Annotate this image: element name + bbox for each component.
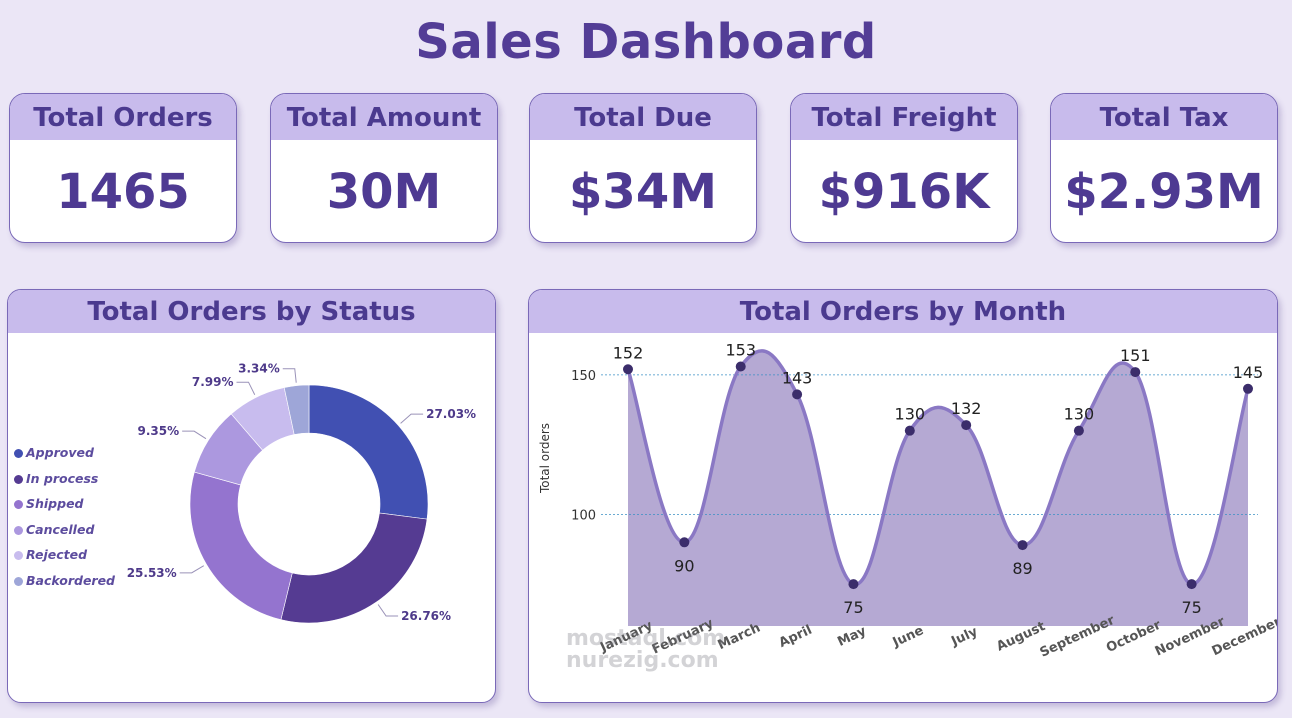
data-point-august[interactable]	[1017, 540, 1028, 551]
data-point-january[interactable]	[623, 364, 633, 375]
y-tick-label: 150	[571, 369, 596, 384]
donut-slice-shipped[interactable]	[189, 471, 293, 621]
legend-label: Backordered	[26, 572, 116, 588]
legend-dot-icon	[14, 576, 23, 586]
status-chart-panel: Total Orders by Status Approved In proce…	[7, 289, 496, 703]
legend-dot-icon	[14, 525, 23, 535]
status-legend: Approved In process Shipped Cancelled Re…	[14, 445, 115, 598]
data-point-march[interactable]	[735, 361, 746, 372]
legend-item[interactable]: In process	[14, 471, 115, 497]
donut-data-label: 26.76%	[401, 609, 451, 623]
x-tick-label: June	[890, 623, 927, 651]
data-point-april[interactable]	[792, 389, 803, 400]
legend-label: In process	[26, 470, 99, 486]
data-label: 130	[1064, 405, 1095, 424]
legend-item[interactable]: Rejected	[14, 547, 115, 573]
donut-data-label: 25.53%	[127, 566, 177, 580]
kpi-value: $34M	[569, 164, 717, 220]
legend-dot-icon	[14, 449, 23, 458]
data-label: 89	[1012, 559, 1032, 578]
legend-dot-icon	[14, 474, 23, 484]
kpi-card-total-tax: Total Tax $2.93M	[1050, 93, 1278, 243]
kpi-card-total-due: Total Due $34M	[529, 93, 757, 243]
orders-area-fill	[628, 350, 1248, 626]
donut-slice-in-process[interactable]	[280, 512, 428, 624]
month-area-chart: 100 150 Total orders 152 90 153 143 75 130 132 89 1…	[538, 340, 1277, 660]
legend-item[interactable]: Backordered	[14, 573, 115, 599]
legend-dot-icon	[14, 500, 23, 509]
x-tick-label: May	[835, 624, 869, 650]
donut-data-label: 27.03%	[426, 407, 476, 421]
donut-data-label: 9.35%	[138, 424, 180, 438]
data-point-february[interactable]	[679, 537, 690, 548]
kpi-label: Total Due	[530, 94, 756, 140]
data-point-november[interactable]	[1186, 579, 1197, 590]
kpi-value: 1465	[56, 164, 190, 220]
orders-line	[626, 349, 1250, 586]
data-label: 152	[613, 343, 644, 362]
kpi-value: 30M	[326, 164, 442, 220]
kpi-label: Total Tax	[1051, 94, 1277, 140]
legend-label: Cancelled	[26, 521, 95, 537]
x-tick-label: January	[597, 618, 655, 656]
donut-leader-line	[182, 430, 207, 440]
kpi-card-total-amount: Total Amount 30M	[270, 93, 498, 243]
kpi-label: Total Amount	[271, 94, 497, 140]
donut-data-label: 7.99%	[192, 375, 234, 389]
data-label: 75	[1181, 598, 1201, 617]
kpi-value: $2.93M	[1064, 164, 1264, 220]
data-point-december[interactable]	[1243, 383, 1253, 394]
kpi-value: $916K	[818, 164, 990, 220]
data-label: 132	[951, 399, 982, 418]
data-label: 90	[674, 556, 694, 575]
data-point-september[interactable]	[1073, 425, 1084, 436]
donut-data-label: 3.34%	[238, 362, 280, 376]
kpi-label: Total Orders	[10, 94, 236, 140]
legend-item[interactable]: Approved	[14, 445, 115, 471]
legend-label: Shipped	[26, 496, 84, 511]
donut-leader-line	[377, 604, 399, 617]
donut-slice-backordered[interactable]	[283, 384, 310, 435]
data-label: 145	[1233, 363, 1264, 382]
legend-label: Rejected	[26, 547, 88, 562]
month-chart-title: Total Orders by Month	[529, 290, 1277, 333]
y-axis-title: Total orders	[538, 423, 552, 494]
kpi-label: Total Freight	[791, 94, 1017, 140]
data-label: 153	[725, 340, 756, 359]
data-point-october[interactable]	[1130, 367, 1141, 378]
month-chart-panel: Total Orders by Month 100 150 Total orders…	[528, 289, 1278, 703]
data-point-july[interactable]	[961, 420, 972, 431]
page-title: Sales Dashboard	[415, 14, 877, 70]
data-label: 151	[1120, 346, 1151, 365]
donut-leader-line	[400, 413, 424, 424]
legend-label: Approved	[26, 445, 94, 460]
status-donut-chart: 27.03% 26.76% 25.53% 9.35% 7.99% 3.34%	[127, 362, 476, 624]
x-tick-label: July	[948, 624, 980, 650]
data-label: 75	[843, 598, 863, 617]
donut-leader-line	[179, 565, 205, 574]
data-label: 130	[895, 405, 926, 424]
data-label: 143	[782, 368, 813, 387]
status-chart-title: Total Orders by Status	[8, 290, 495, 333]
data-point-may[interactable]	[848, 579, 859, 590]
donut-leader-line	[282, 368, 297, 383]
data-point-june[interactable]	[904, 425, 915, 436]
x-tick-label: April	[777, 623, 815, 651]
legend-item[interactable]: Shipped	[14, 496, 115, 522]
donut-slice-approved[interactable]	[308, 384, 429, 520]
legend-dot-icon	[14, 551, 23, 560]
donut-leader-line	[236, 381, 256, 395]
kpi-card-total-orders: Total Orders 1465	[9, 93, 237, 243]
y-tick-label: 100	[571, 508, 596, 523]
legend-item[interactable]: Cancelled	[14, 522, 115, 548]
kpi-card-total-freight: Total Freight $916K	[790, 93, 1018, 243]
